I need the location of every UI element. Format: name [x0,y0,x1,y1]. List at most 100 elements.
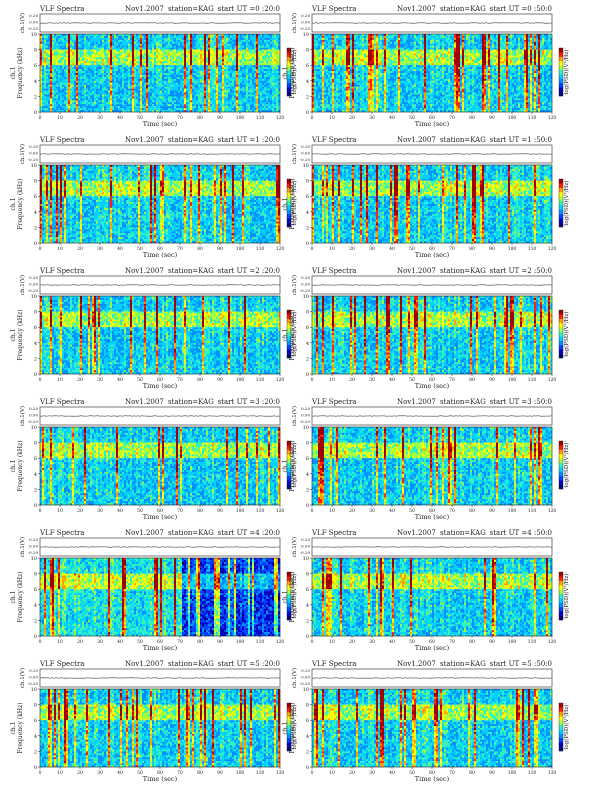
spectrogram-cell [40,108,42,110]
spectrogram-cell [76,77,78,79]
spectrogram-cell [102,46,104,48]
spectrogram-cell [84,89,86,91]
spectrogram-cell [60,106,62,108]
spectrogram-cell [130,96,132,98]
spectrogram-cell [140,100,142,102]
spectrogram-cell [40,98,42,100]
spectrogram-cell [102,67,104,69]
spectrogram-cell [74,102,76,104]
spectrogram-cell [70,85,72,87]
spectrogram-cell [110,85,112,87]
spectrogram-cell [130,38,132,40]
spectrogram-cell [134,73,136,75]
spectrogram-cell [100,87,102,89]
spectrogram-cell [98,79,100,81]
spectrogram-cell [122,46,124,48]
spectrogram-cell [86,73,88,75]
spectrogram-cell [98,94,100,96]
spectrogram-cell [56,61,58,63]
spectrogram-cell [128,69,130,71]
spectrogram-cell [42,67,44,69]
spectrogram-cell [134,36,136,38]
spectrogram-cell [92,36,94,38]
spectrogram-cell [114,93,116,95]
spectrogram-cell [46,44,48,46]
spectrogram-cell [88,40,90,42]
spectrogram-cell [40,85,42,87]
spectrogram-cell [74,40,76,42]
spectrogram-cell [112,98,114,100]
spectrogram-cell [120,87,122,89]
spectrogram-cell [124,87,126,89]
spectrogram-cell [98,63,100,65]
spectrogram-cell [126,50,128,52]
spectrogram-cell [54,77,56,79]
spectrogram-cell [60,69,62,71]
spectrogram-cell [44,96,46,98]
spectrogram-cell [144,52,146,54]
spectrogram-cell [68,94,70,96]
spectrogram-cell [114,83,116,85]
spectrogram-cell [122,34,124,36]
spectrogram-cell [44,108,46,110]
spectrogram-cell [44,46,46,48]
spectrogram-cell [134,63,136,65]
spectrogram-cell [54,81,56,83]
spectrogram-cell [118,73,120,75]
spectrogram-cell [58,79,60,81]
spectrogram-cell [60,63,62,65]
spectrogram-cell [76,61,78,63]
spectrogram-cell [50,89,52,91]
spectrogram-cell [90,98,92,100]
spectrogram-cell [126,63,128,65]
spectrogram-cell [138,89,140,91]
spectrogram-cell [78,89,80,91]
spectrogram-cell [102,81,104,83]
spectrogram-cell [118,94,120,96]
spectrogram-cell [104,50,106,52]
spectrogram-cell [66,44,68,46]
spectrogram-cell [106,46,108,48]
spectrogram-cell [72,59,74,61]
spectrogram-cell [76,81,78,83]
spectrogram-cell [94,87,96,89]
spectrogram-cell [86,34,88,36]
spectrogram-cell [118,59,120,61]
spectrogram-cell [110,34,112,36]
spectrogram-cell [134,40,136,42]
spectrogram-cell [120,96,122,98]
spectrogram-cell [116,83,118,85]
spectrogram-cell [48,57,50,59]
spectrogram-cell [70,104,72,106]
spectrogram-cell [94,46,96,48]
spectrogram-cell [140,54,142,56]
spectrogram-cell [74,69,76,71]
spectrogram-cell [112,69,114,71]
spectrogram-cell [74,52,76,54]
spectrogram-cell [90,93,92,95]
spectrogram-cell [142,57,144,59]
spectrogram-cell [110,98,112,100]
spectrogram-cell [48,73,50,75]
spectrogram-cell [88,98,90,100]
spectrogram-cell [40,50,42,52]
spectrogram-cell [62,65,64,67]
spectrogram-cell [44,85,46,87]
spectrogram-cell [58,100,60,102]
spectrogram-cell [124,94,126,96]
spectrogram-cell [114,67,116,69]
spectrogram-cell [80,36,82,38]
spectrogram-cell [142,61,144,63]
spectrogram-cell [134,79,136,81]
spectrogram-cell [130,34,132,36]
spectrogram-cell [48,42,50,44]
spectrogram-cell [106,67,108,69]
spectrogram-cell [134,83,136,85]
spectrogram-cell [86,61,88,63]
spectrogram-cell [132,48,134,50]
spectrogram-cell [92,87,94,89]
spectrogram-cell [134,38,136,40]
spectrogram-cell [112,75,114,77]
spectrogram-cell [78,83,80,85]
spectrogram-cell [114,75,116,77]
